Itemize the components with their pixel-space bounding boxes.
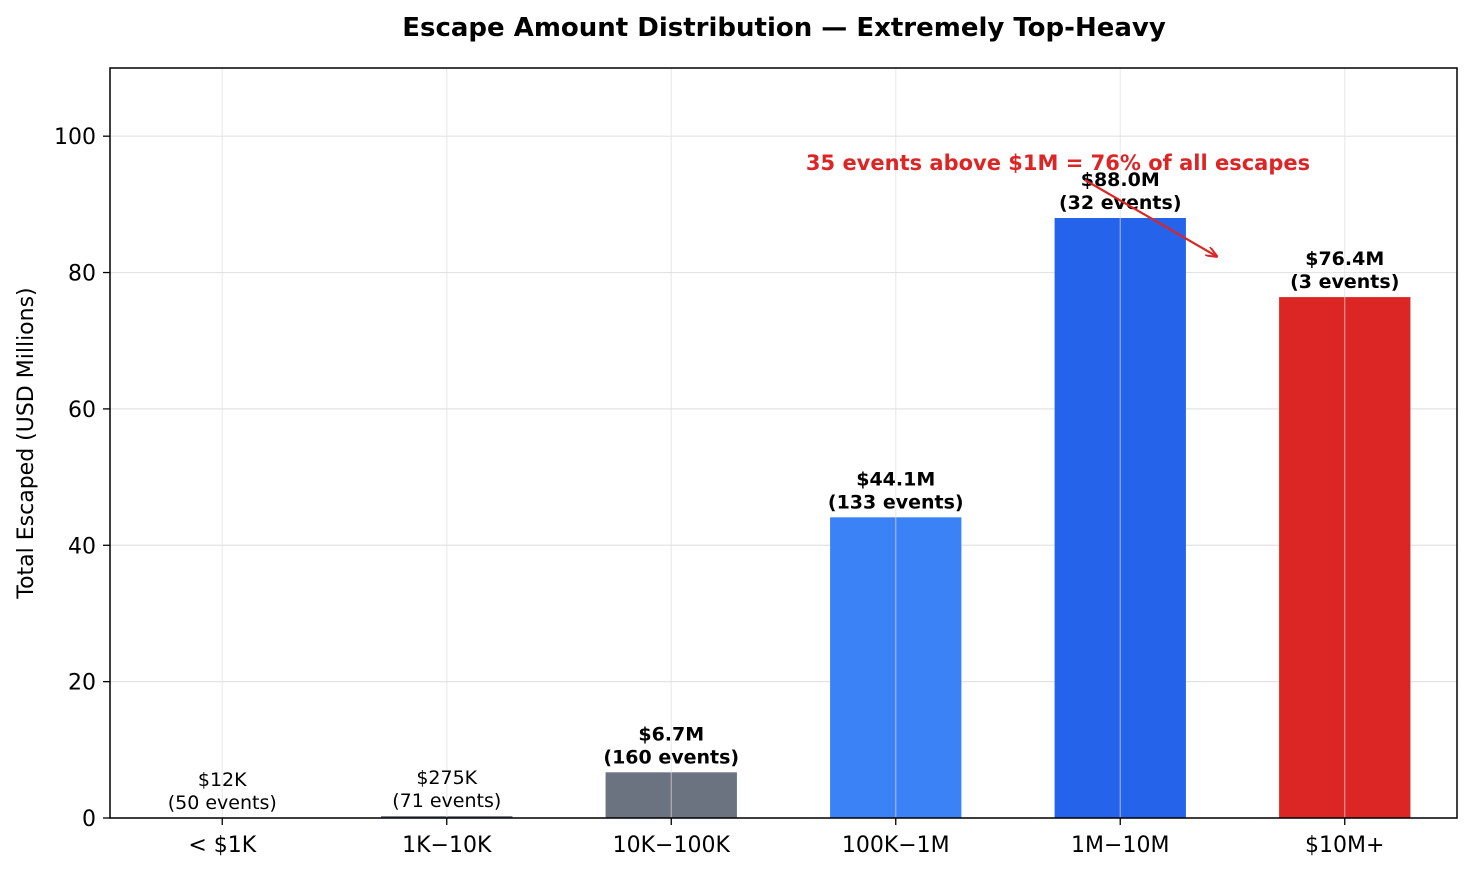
x-tick-label: < $1K xyxy=(188,833,256,858)
y-tick-label: 0 xyxy=(82,807,96,832)
x-tick-label: 1K−10K xyxy=(402,833,492,858)
annotation-text: 35 events above $1M = 76% of all escapes xyxy=(806,151,1310,175)
y-tick-label: 100 xyxy=(54,125,96,150)
y-tick-label: 60 xyxy=(68,398,96,423)
annotation-arrow xyxy=(1084,179,1216,256)
bar-event-count-label: (3 events) xyxy=(1290,271,1399,293)
bar-value-label: $88.0M xyxy=(1081,169,1160,191)
bar-value-label: $6.7M xyxy=(638,723,704,745)
plot-frame xyxy=(109,67,1458,819)
x-tick-label: $10M+ xyxy=(1305,833,1384,858)
y-tick-label: 20 xyxy=(68,671,96,696)
chart-title: Escape Amount Distribution — Extremely T… xyxy=(402,13,1166,43)
y-tick-label: 40 xyxy=(68,534,96,559)
bar-label-layer: $12K(50 events) $275K(71 events) $6.7M(160… xyxy=(168,169,1400,814)
vertical-grid-layer xyxy=(221,68,1346,818)
bar-event-count-label: (71 events) xyxy=(392,790,501,812)
tick-layer: 0 20 40 60 80 100 < $1K 1K−10K 10K−100K 100K−1M 1M… xyxy=(54,125,1384,858)
bar-event-count-label: (160 events) xyxy=(603,746,739,768)
annotation-layer: 35 events above $1M = 76% of all escapes xyxy=(806,151,1310,256)
bar-value-label: $12K xyxy=(198,769,247,791)
y-axis-label: Total Escaped (USD Millions) xyxy=(14,287,39,599)
x-tick-label: 100K−1M xyxy=(842,833,950,858)
bar-event-count-label: (32 events) xyxy=(1059,192,1182,214)
bar-value-label: $76.4M xyxy=(1305,248,1384,270)
bar-event-count-label: (133 events) xyxy=(828,491,964,513)
bar-value-label: $275K xyxy=(416,767,477,789)
x-tick-label: 1M−10M xyxy=(1071,833,1169,858)
y-tick-label: 80 xyxy=(68,262,96,287)
grid-layer xyxy=(110,135,1457,819)
x-tick-label: 10K−100K xyxy=(613,833,731,858)
bar-event-count-label: (50 events) xyxy=(168,792,277,814)
bar-layer xyxy=(156,218,1411,818)
bar-value-label: $44.1M xyxy=(856,468,935,490)
